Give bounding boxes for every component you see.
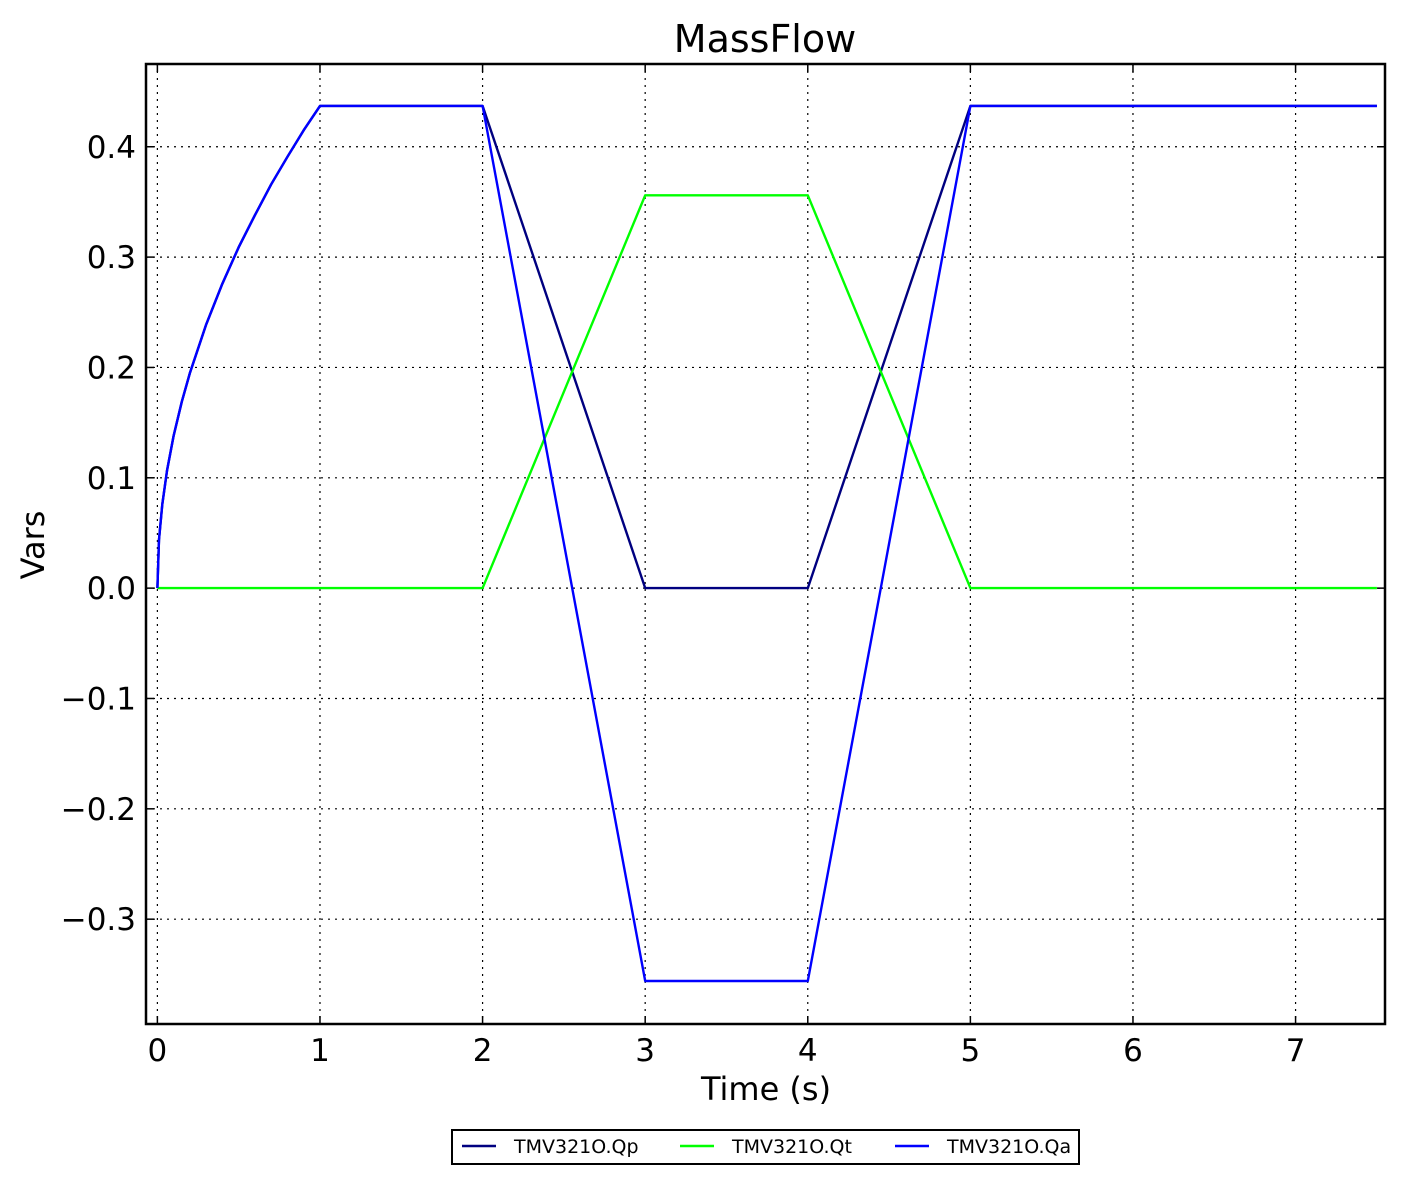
series-line-2 xyxy=(157,194,1377,590)
x-axis-label: Time (s) xyxy=(700,1070,831,1108)
series-line-1 xyxy=(156,104,1377,590)
y-tick-label: 0.4 xyxy=(87,130,136,166)
y-axis-label: Vars xyxy=(14,511,52,580)
series-lines xyxy=(156,104,1377,983)
x-tick-label: 1 xyxy=(310,1033,330,1069)
x-tick-label: 5 xyxy=(961,1033,981,1069)
y-tick-label: 0.1 xyxy=(87,461,136,497)
y-tick-label: −0.1 xyxy=(61,681,136,717)
y-tick-labels: 0.4 0.3 0.2 0.1 0.0 −0.1 −0.2 −0.3 xyxy=(61,130,136,938)
series-line-3 xyxy=(156,104,1377,983)
x-tick-label: 0 xyxy=(148,1033,168,1069)
x-tick-label: 2 xyxy=(473,1033,493,1069)
legend-label-1: TMV321O.Qp xyxy=(513,1136,639,1158)
grid-lines xyxy=(146,64,1385,1024)
x-tick-label: 7 xyxy=(1286,1033,1306,1069)
y-tick-label: 0.0 xyxy=(87,571,136,607)
legend: TMV321O.Qp TMV321O.Qt TMV321O.Qa xyxy=(451,1129,1080,1165)
y-tick-label: 0.3 xyxy=(87,240,136,276)
legend-label-3: TMV321O.Qa xyxy=(946,1136,1071,1158)
x-tick-label: 6 xyxy=(1123,1033,1143,1069)
x-tick-label: 3 xyxy=(635,1033,655,1069)
legend-box xyxy=(451,1129,1080,1165)
y-tick-label: 0.2 xyxy=(87,350,136,386)
chart-title: MassFlow xyxy=(674,17,856,61)
x-tick-label: 4 xyxy=(798,1033,818,1069)
y-tick-label: −0.3 xyxy=(61,902,136,938)
x-tick-labels: 0 1 2 3 4 5 6 7 xyxy=(148,1033,1306,1069)
axis-ticks xyxy=(146,64,1385,1024)
legend-label-2: TMV321O.Qt xyxy=(731,1136,852,1158)
y-tick-label: −0.2 xyxy=(61,792,136,828)
plot-frame xyxy=(144,62,1387,1026)
